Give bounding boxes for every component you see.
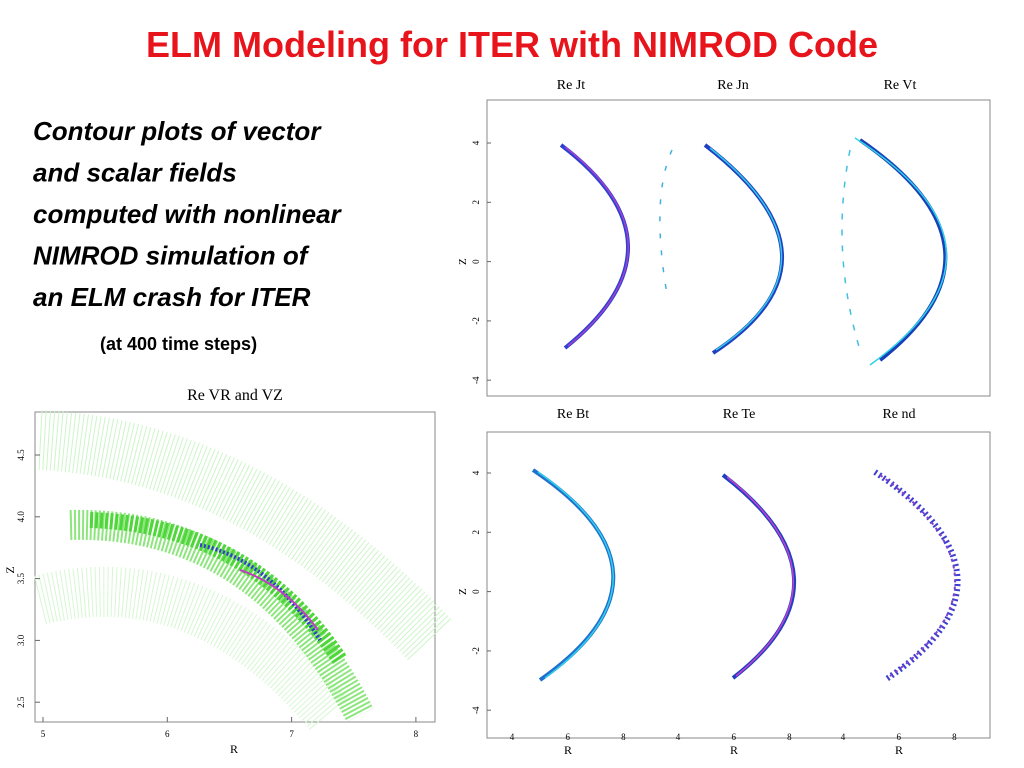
description-line: an ELM crash for ITER bbox=[33, 282, 311, 312]
y-tick-label: 3.0 bbox=[16, 634, 26, 646]
subplot-title: Re nd bbox=[882, 407, 915, 422]
subplot-title: Re Jn bbox=[717, 78, 749, 93]
description: Contour plots of vector and scalar fields… bbox=[33, 116, 343, 312]
y-axis-label: Z bbox=[3, 566, 17, 573]
bottom-panel: Re Bt Re Te Re nd Z 4 2 0 -2 -4 4 6 8 R 4 6 8 R 4 6 8 R bbox=[457, 407, 957, 757]
description-line: NIMROD simulation of bbox=[33, 241, 310, 271]
subplot-title: Re Jt bbox=[557, 78, 586, 93]
y-tick-label: 4 bbox=[471, 470, 481, 475]
y-tick-label: 2.5 bbox=[16, 696, 26, 708]
note: (at 400 time steps) bbox=[100, 334, 257, 354]
x-tick-label: 6 bbox=[565, 732, 570, 742]
y-axis-label: Z bbox=[457, 588, 469, 595]
slide-title: ELM Modeling for ITER with NIMROD Code bbox=[146, 24, 878, 65]
y-tick-label: 4.5 bbox=[16, 449, 26, 461]
description-line: computed with nonlinear bbox=[33, 199, 343, 229]
bottom-panel-frame bbox=[486, 431, 991, 739]
x-tick-label: 4 bbox=[676, 732, 681, 742]
x-axis-label: R bbox=[230, 742, 238, 756]
y-tick-label: -2 bbox=[471, 647, 481, 655]
x-tick-label: 8 bbox=[414, 729, 419, 739]
x-tick-label: 6 bbox=[896, 732, 901, 742]
x-axis-label: R bbox=[895, 743, 903, 757]
x-tick-label: 5 bbox=[41, 729, 46, 739]
vector-plot-title: Re VR and VZ bbox=[187, 387, 283, 404]
y-tick-label: 4 bbox=[471, 140, 481, 145]
y-axis-label: Z bbox=[457, 258, 469, 265]
subplot-title: Re Bt bbox=[557, 407, 589, 422]
y-tick-label: -4 bbox=[471, 376, 481, 384]
y-tick-label: 4.0 bbox=[16, 511, 26, 523]
y-tick-label: 3.5 bbox=[16, 572, 26, 584]
y-tick-label: -4 bbox=[471, 706, 481, 714]
x-tick-label: 8 bbox=[787, 732, 792, 742]
y-tick-label: 0 bbox=[471, 589, 481, 594]
x-tick-label: 7 bbox=[289, 729, 294, 739]
top-panel-frame bbox=[486, 99, 991, 397]
description-line: and scalar fields bbox=[33, 158, 237, 188]
description-line: Contour plots of vector bbox=[33, 116, 322, 146]
bottom-contours bbox=[531, 468, 961, 683]
subplot-title: Re Vt bbox=[884, 78, 917, 93]
x-tick-label: 8 bbox=[621, 732, 626, 742]
x-tick-label: 4 bbox=[510, 732, 515, 742]
x-tick-label: 6 bbox=[165, 729, 170, 739]
y-tick-label: 2 bbox=[471, 530, 481, 535]
x-axis-label: R bbox=[730, 743, 738, 757]
y-tick-label: -2 bbox=[471, 317, 481, 325]
y-tick-label: 0 bbox=[471, 259, 481, 264]
vector-field bbox=[33, 410, 452, 732]
top-panel: Re Jt Re Jn Re Vt Z 4 2 0 -2 -4 bbox=[457, 78, 917, 384]
x-tick-label: 8 bbox=[952, 732, 957, 742]
x-tick-label: 4 bbox=[841, 732, 846, 742]
subplot-title: Re Te bbox=[723, 407, 756, 422]
y-tick-label: 2 bbox=[471, 200, 481, 205]
x-axis-label: R bbox=[564, 743, 572, 757]
x-tick-label: 6 bbox=[731, 732, 736, 742]
top-contours bbox=[559, 137, 948, 366]
